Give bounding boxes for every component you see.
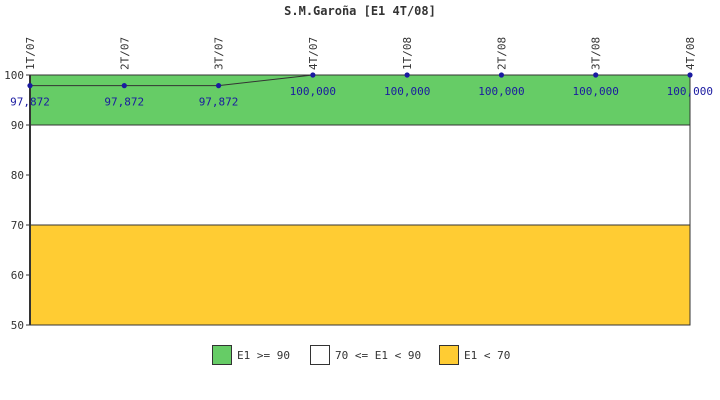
data-point [593, 72, 599, 78]
data-label: 100,000 [478, 85, 524, 98]
data-point [215, 83, 222, 89]
data-label: 97,872 [199, 96, 239, 109]
legend-item-mid: 70 <= E1 < 90 [310, 344, 421, 366]
series-layer [27, 72, 693, 89]
legend-label-low: E1 < 70 [464, 348, 511, 362]
band-layer [29, 74, 691, 326]
data-label: 100,000 [290, 85, 336, 98]
data-point [498, 72, 505, 78]
y-tick-label: 90 [11, 119, 24, 132]
y-tick-label: 60 [11, 269, 24, 282]
legend-item-high: E1 >= 90 [212, 344, 290, 366]
data-label: 100,000 [667, 85, 713, 98]
band-2 [29, 224, 691, 326]
x-tick-label: 3T/08 [590, 37, 603, 70]
data-point [27, 83, 33, 89]
data-point [404, 72, 410, 78]
chart-title: S.M.Garoña [E1 4T/08] [284, 4, 436, 18]
x-tick-label: 2T/07 [118, 37, 131, 70]
data-point [687, 72, 693, 78]
legend-label-mid: 70 <= E1 < 90 [335, 348, 422, 362]
band-0 [29, 74, 691, 126]
x-tick-label: 4T/07 [307, 37, 320, 70]
y-tick-label: 70 [11, 219, 24, 232]
data-point [121, 83, 127, 89]
data-point [310, 72, 316, 78]
x-tick-label: 2T/08 [495, 37, 508, 70]
data-label: 100,000 [384, 85, 430, 98]
y-tick-label: 80 [11, 169, 24, 182]
y-tick-label: 50 [11, 319, 24, 332]
x-tick-label: 3T/07 [213, 37, 226, 70]
x-tick-label: 1T/07 [24, 37, 37, 70]
axis-layer: 100 90 80 70 60 50 1T/07 2T/07 3T/07 4T/07 1T/08 2T… [4, 37, 697, 332]
legend-swatch-low [439, 345, 459, 365]
x-tick-label: 1T/08 [401, 37, 414, 70]
data-label: 97,872 [104, 96, 144, 109]
y-tick-label: 100 [4, 69, 24, 82]
legend: E1 >= 90 70 <= E1 < 90 E1 < 70 [0, 344, 720, 368]
series-line [30, 74, 690, 87]
legend-swatch-mid [310, 345, 330, 365]
x-tick-label: 4T/08 [684, 37, 697, 70]
band-1 [29, 124, 691, 226]
label-layer: 97,872 97,872 97,872 100,000 100,000 100,000 1… [10, 85, 713, 109]
legend-swatch-high [212, 345, 232, 365]
legend-label-high: E1 >= 90 [237, 348, 290, 362]
data-label: 97,872 [10, 96, 50, 109]
legend-item-low: E1 < 70 [439, 344, 510, 366]
data-label: 100,000 [573, 85, 619, 98]
